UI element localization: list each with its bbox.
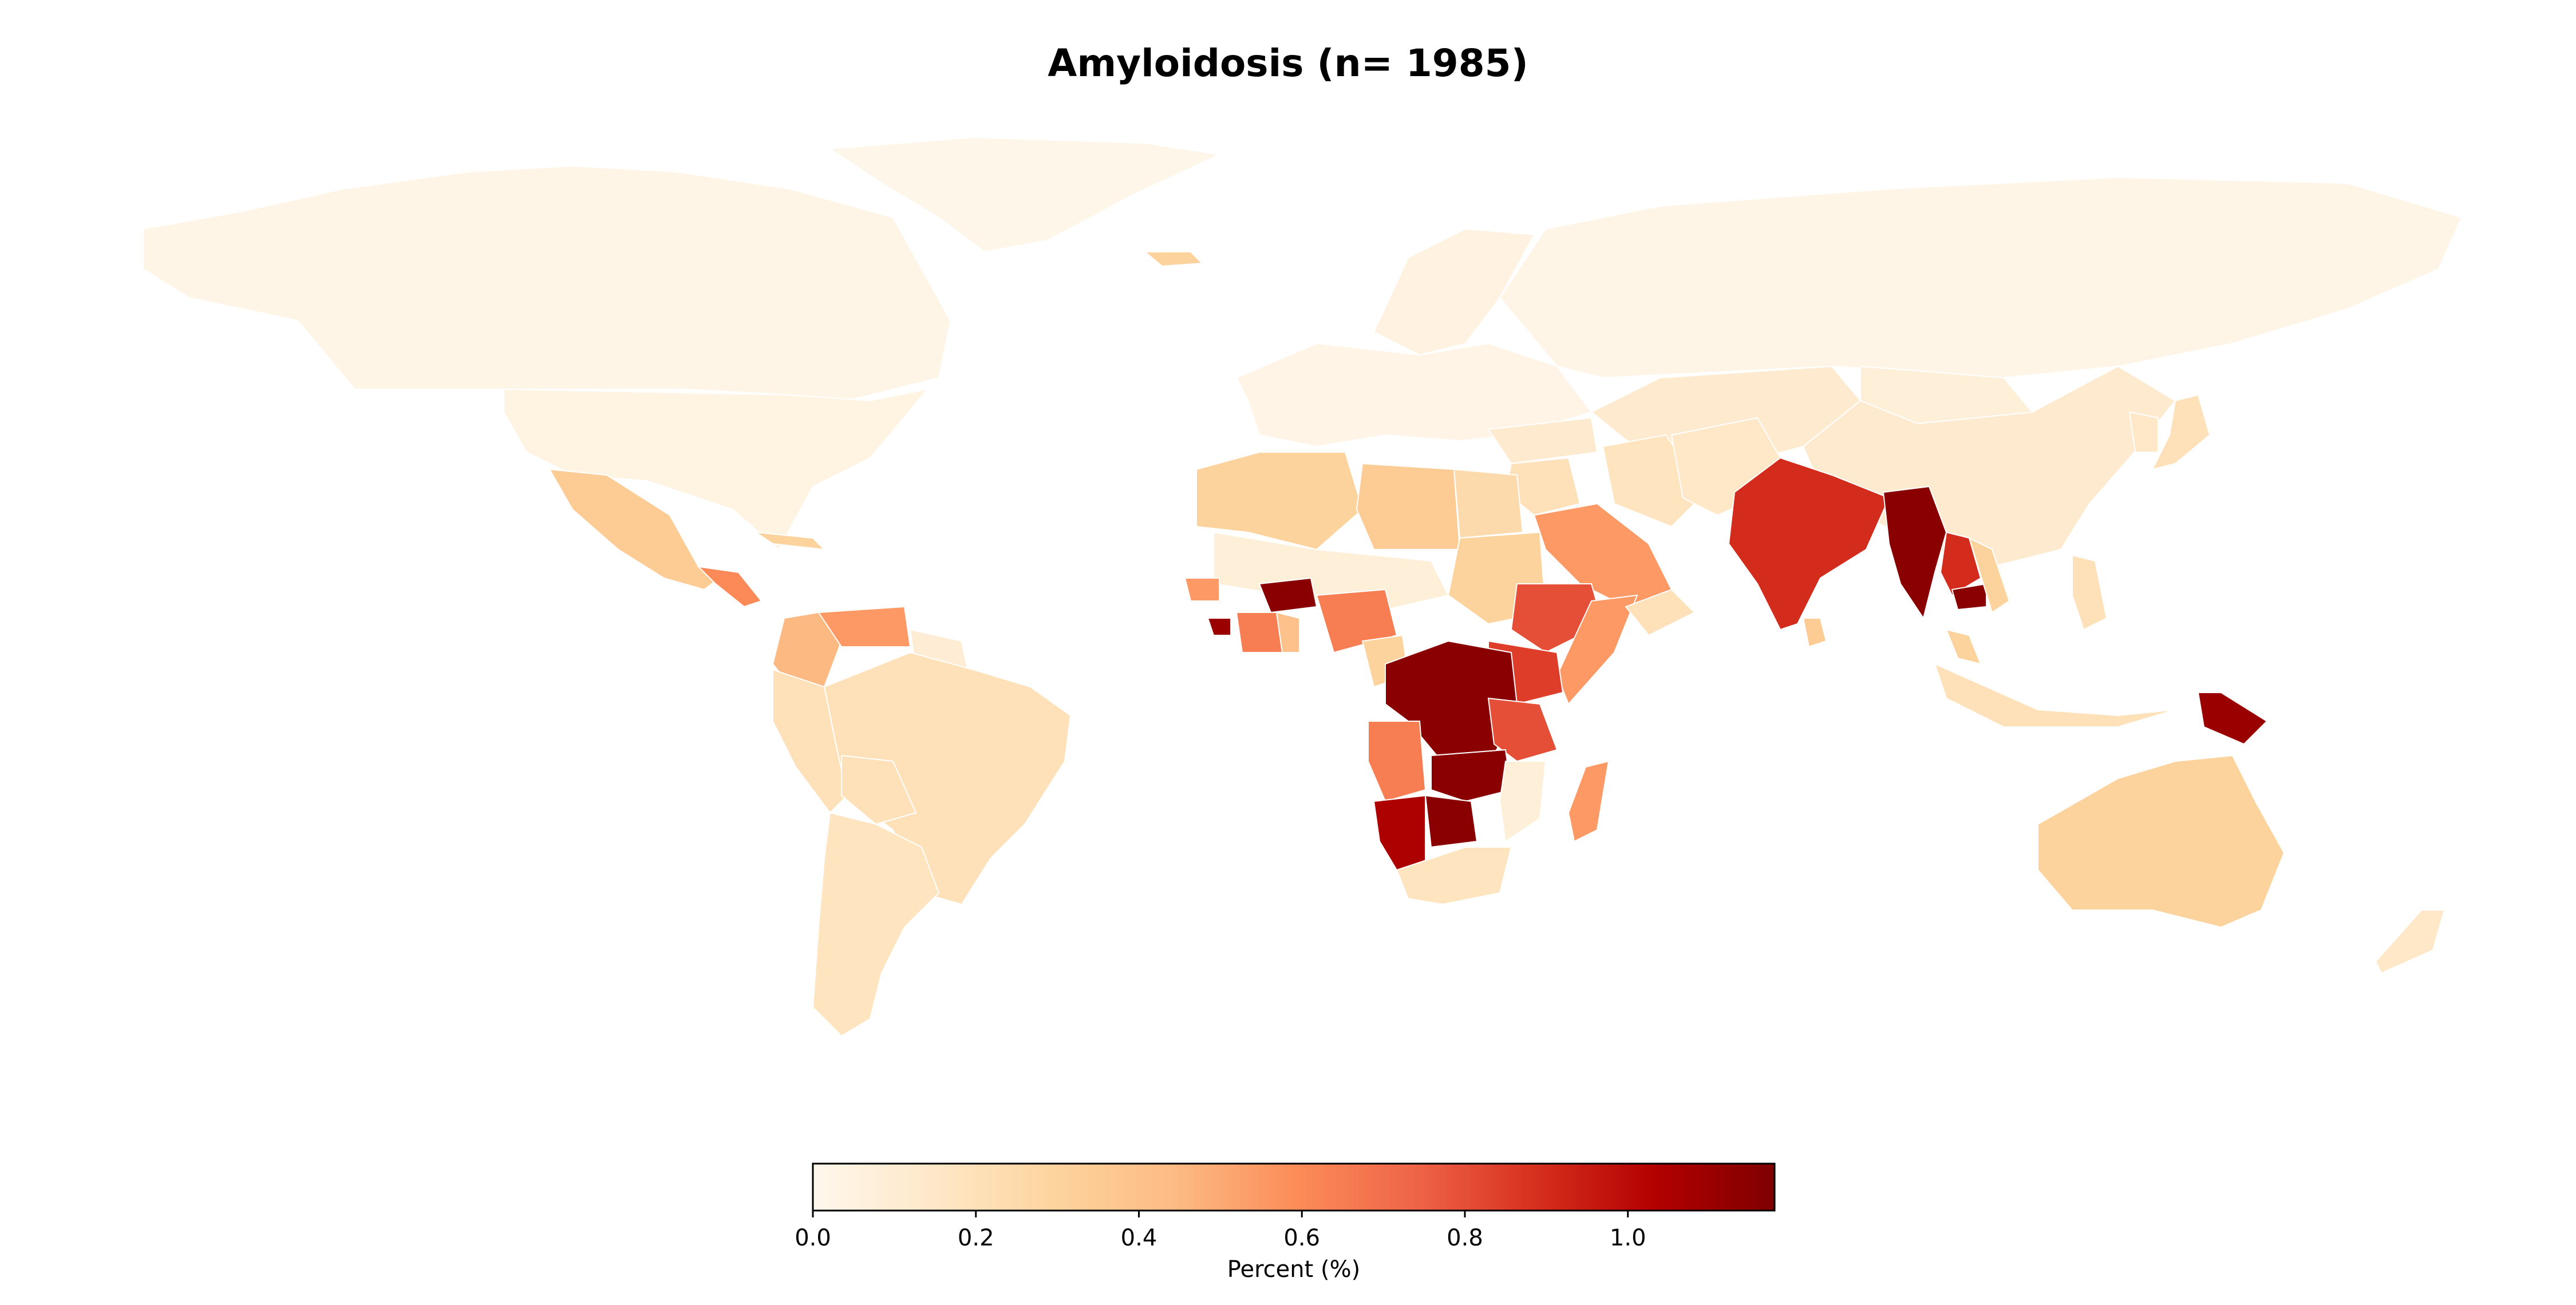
region-mongolia	[1860, 365, 2033, 425]
region-vietnam	[1968, 537, 2010, 614]
region-iceland	[1143, 251, 1204, 267]
colorbar-label: Percent (%)	[1227, 1256, 1361, 1283]
region-australia	[2037, 754, 2285, 928]
region-namibia	[1373, 794, 1426, 871]
colorbar-tick-label: 0.8	[1447, 1225, 1483, 1251]
region-mozambique	[1499, 761, 1547, 843]
region-ghana	[1275, 611, 1300, 653]
region-venezuela	[817, 606, 911, 647]
region-cambodia	[1951, 583, 1987, 611]
colorbar-tick-label: 0.2	[957, 1225, 994, 1251]
region-greenland	[828, 136, 1222, 253]
region-libya	[1356, 462, 1461, 550]
regions-layer	[143, 136, 2463, 1037]
region-morocco-algeria	[1196, 452, 1364, 551]
region-new-zealand	[2374, 909, 2445, 974]
region-sierra-leone	[1207, 618, 1231, 636]
region-japan	[2151, 394, 2211, 470]
colorbar-tick-label: 0.4	[1120, 1225, 1157, 1251]
region-egypt	[1453, 468, 1524, 539]
region-burkina-faso	[1258, 577, 1318, 614]
region-usa	[503, 388, 929, 551]
region-arabian-peninsula-south	[1625, 588, 1696, 636]
colorbar	[812, 1162, 1776, 1217]
region-nigeria	[1315, 588, 1398, 654]
region-myanmar	[1882, 485, 1947, 620]
colorbar-tick-label: 0.0	[795, 1225, 831, 1251]
region-botswana	[1424, 794, 1478, 848]
region-turkey	[1487, 417, 1598, 465]
region-zambia-zimbabwe	[1431, 749, 1512, 802]
colorbar-tick-label: 0.6	[1283, 1225, 1321, 1251]
region-central-america	[697, 566, 762, 608]
region-cuba	[755, 532, 826, 551]
region-india	[1728, 457, 1890, 631]
region-madagascar	[1567, 760, 1610, 843]
region-korea	[2128, 411, 2159, 453]
region-south-africa	[1396, 847, 1512, 905]
region-somalia	[1556, 594, 1638, 705]
region-bolivia	[841, 754, 917, 825]
region-tanzania	[1487, 697, 1558, 762]
region-indonesia	[1934, 663, 2176, 727]
map-title: Amyloidosis (n= 1985)	[1048, 41, 1528, 85]
colorbar-ticks	[812, 1211, 1629, 1217]
region-scandinavia	[1373, 228, 1535, 356]
region-philippines	[2072, 554, 2108, 631]
region-canada	[143, 165, 951, 402]
region-senegal	[1184, 578, 1220, 602]
region-malaysia	[1945, 628, 1982, 665]
region-papua-new-guinea	[2197, 692, 2268, 745]
region-russia	[1499, 176, 2463, 379]
region-peru	[772, 669, 848, 814]
region-chile-argentina	[812, 812, 940, 1037]
colorbar-gradient	[812, 1162, 1776, 1212]
region-sri-lanka	[1802, 618, 1827, 648]
region-angola	[1368, 721, 1427, 802]
colorbar-tick-label: 1.0	[1609, 1225, 1646, 1251]
region-ivory-coast	[1235, 612, 1283, 653]
